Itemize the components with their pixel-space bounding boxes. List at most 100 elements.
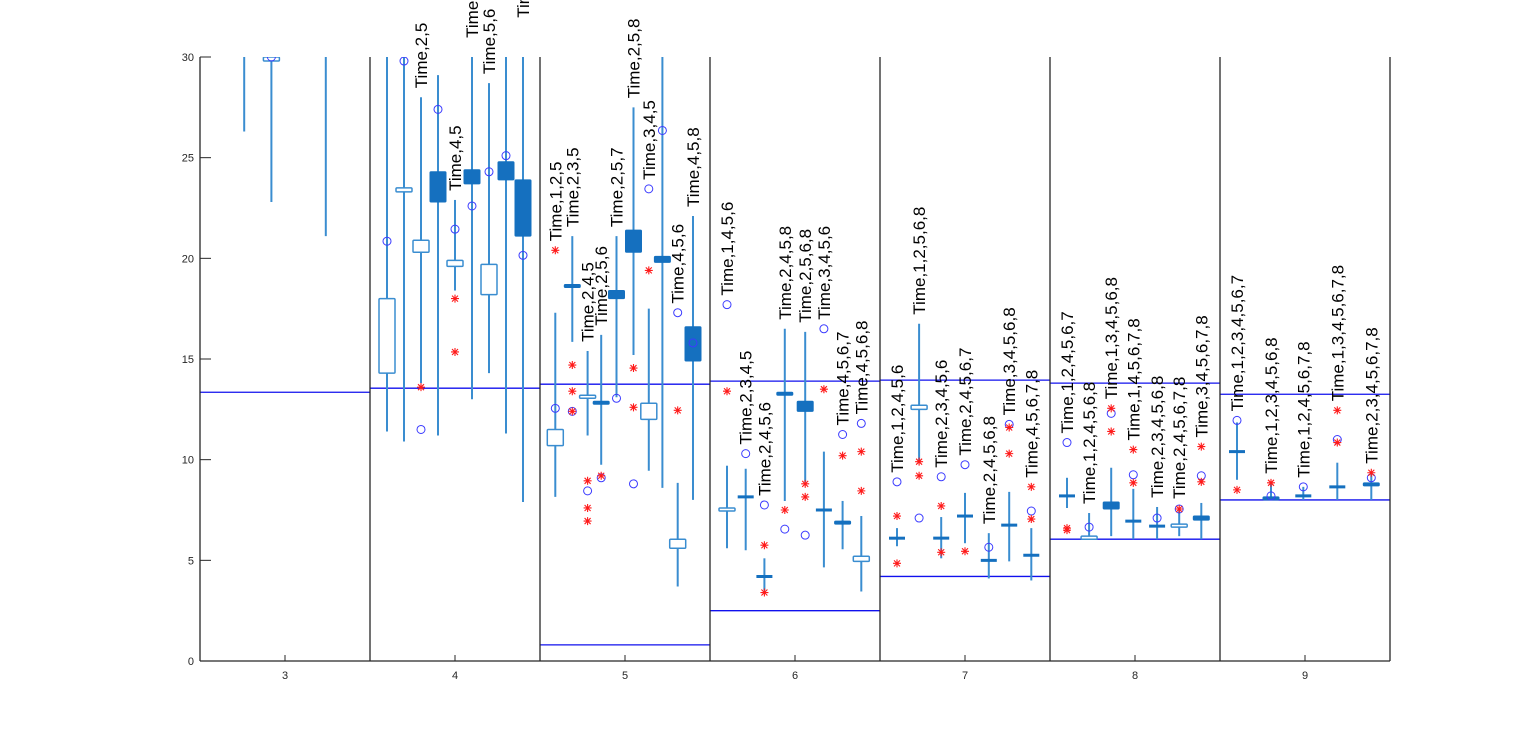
outlier-circle [780,524,790,534]
box-filled [776,391,794,396]
y-tick-label: 20 [182,253,194,265]
box-label: Time,1,4,5,6 [718,202,737,296]
outlier-circle [266,57,276,62]
box-filled [592,400,610,405]
box-label: Time,2,3,4,5,6,8 [1148,376,1167,498]
box-label: Time,2,3,4,5,6,7,8 [1362,327,1381,463]
box-filled [796,400,814,412]
box-open [1080,535,1098,540]
box-open [378,297,396,374]
box-12 [546,246,565,497]
outlier-circle [673,308,683,318]
box-21 [684,216,702,500]
box-label: Time,3,4,5,6,7,8 [1192,315,1211,437]
outlier-star [961,547,969,556]
x-tick-label: 9 [1302,670,1308,682]
outlier-star [801,479,810,488]
outlier-circle [467,201,477,211]
box-label: Time,1,2,3,4,5,6,7 [1228,275,1247,411]
box-label: Time,3,4,5,6 [815,226,834,320]
outlier-circle [433,104,443,114]
outlier-star [1233,485,1241,494]
outlier-star [568,407,577,416]
box-label: Time,3,4,5,6,8 [1000,307,1019,415]
outlier-star [819,385,828,394]
outlier-circle [819,324,829,334]
outlier-circle [450,224,460,234]
x-tick-label: 8 [1132,670,1138,682]
box-label: Time,2,5,8 [625,19,644,99]
outlier-star [551,246,560,255]
outlier-circle [657,125,667,135]
outlier-star [1267,478,1275,487]
box-filled [653,255,671,263]
box-open [395,187,413,193]
box-label: Time,1,3,4,5,6,7,8 [1328,265,1347,401]
outlier-circle [1232,415,1242,425]
outlier-circle [984,542,994,552]
box-label: Time,2,4,5,8 [776,226,795,320]
outlier-circle [583,486,593,496]
outlier-star [417,383,425,392]
outlier-star [597,471,606,480]
y-tick-label: 0 [188,656,194,668]
box-24 [756,500,773,597]
outlier-star [1027,515,1036,524]
outlier-star [838,451,847,460]
box-17 [625,107,642,489]
box-label: Time,1,2,5,6,8 [910,207,929,315]
box-30 [889,477,905,568]
box-3 [378,57,396,432]
outlier-star [583,517,592,526]
box-31 [910,323,928,523]
box-label: Tim [514,0,533,18]
outlier-star [1027,482,1036,491]
box-label: Time,2,5,6,8 [796,229,815,323]
outlier-circle [1152,513,1162,523]
box-label: Time [463,1,482,38]
outlier-star [760,541,769,550]
box-label: Time,1,2,4,5,6 [888,365,907,473]
y-tick-label: 25 [182,153,194,165]
outlier-circle [644,184,654,194]
outlier-circle [629,479,638,489]
box-28 [834,430,852,550]
box-0 [243,57,246,132]
box-label: Time,2,5,7 [608,147,627,227]
outlier-circle [1298,482,1308,492]
box-label: Time,3,4,5 [640,100,659,180]
box-14 [578,350,597,526]
box-7 [446,199,464,356]
outlier-circle [856,418,866,428]
box-5 [412,97,430,434]
outlier-star [780,506,789,514]
box-35 [1001,419,1018,562]
box-filled [563,284,581,289]
box-filled [608,290,625,300]
box-4 [395,57,413,442]
box-filled [497,161,515,181]
outlier-circle [914,513,924,523]
outlier-circle [892,477,902,487]
box-34 [980,533,997,579]
box-label: Time,4,5,6 [669,224,688,304]
box-36 [1023,482,1040,581]
box-38 [1080,513,1098,540]
outlier-star [644,266,653,275]
outlier-star [1129,445,1138,454]
outlier-star [1333,406,1342,415]
outlier-circle [612,393,621,403]
box-48 [1362,468,1380,500]
outlier-circle [550,403,560,413]
outlier-star [629,364,638,373]
box-44 [1229,415,1245,494]
outlier-circle [501,151,511,161]
outlier-circle [759,500,769,510]
x-tick-label: 4 [452,670,458,682]
box-label: Time,2,4,5,6,7,8 [1170,377,1189,499]
box-filled [429,171,447,203]
outlier-star [1333,438,1342,447]
box-filled [514,179,532,237]
outlier-star [1063,524,1071,533]
box-6 [429,75,447,436]
